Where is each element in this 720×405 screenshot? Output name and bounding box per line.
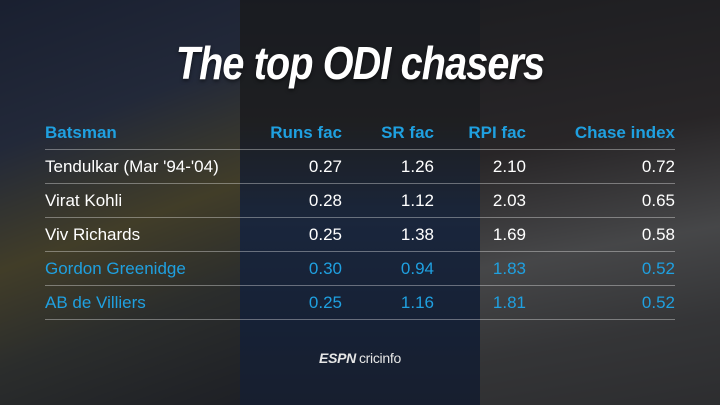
cell-batsman: AB de Villiers <box>45 285 260 320</box>
cell-batsman: Viv Richards <box>45 217 260 252</box>
cell-sr-fac: 1.26 <box>342 149 434 184</box>
page-title: The top ODI chasers <box>175 37 545 89</box>
cell-batsman: Virat Kohli <box>45 183 260 218</box>
header-sr-fac: SR fac <box>342 116 434 150</box>
logo-brand: ESPN <box>319 350 356 366</box>
cell-chase-index: 0.52 <box>526 285 675 320</box>
espncricinfo-logo: ESPN cricinfo <box>0 350 720 366</box>
header-runs-fac: Runs fac <box>260 116 342 150</box>
cell-rpi-fac: 2.03 <box>434 183 526 218</box>
chasers-table: Batsman Runs fac SR fac RPI fac Chase in… <box>45 116 675 320</box>
cell-chase-index: 0.72 <box>526 149 675 184</box>
header-batsman: Batsman <box>45 116 260 150</box>
table-row: Tendulkar (Mar '94-'04) 0.27 1.26 2.10 0… <box>45 149 675 184</box>
cell-batsman: Tendulkar (Mar '94-'04) <box>45 149 260 184</box>
cell-runs-fac: 0.25 <box>260 217 342 252</box>
table-row: Viv Richards 0.25 1.38 1.69 0.58 <box>45 217 675 252</box>
table-header-row: Batsman Runs fac SR fac RPI fac Chase in… <box>45 116 675 150</box>
table-row: Gordon Greenidge 0.30 0.94 1.83 0.52 <box>45 251 675 286</box>
cell-sr-fac: 1.12 <box>342 183 434 218</box>
cell-runs-fac: 0.28 <box>260 183 342 218</box>
cell-chase-index: 0.65 <box>526 183 675 218</box>
table-row: Virat Kohli 0.28 1.12 2.03 0.65 <box>45 183 675 218</box>
cell-sr-fac: 1.16 <box>342 285 434 320</box>
cell-runs-fac: 0.25 <box>260 285 342 320</box>
cell-runs-fac: 0.27 <box>260 149 342 184</box>
cell-rpi-fac: 1.81 <box>434 285 526 320</box>
cell-sr-fac: 0.94 <box>342 251 434 286</box>
cell-rpi-fac: 2.10 <box>434 149 526 184</box>
logo-product: cricinfo <box>358 350 401 366</box>
cell-batsman: Gordon Greenidge <box>45 251 260 286</box>
cell-sr-fac: 1.38 <box>342 217 434 252</box>
cell-chase-index: 0.58 <box>526 217 675 252</box>
cell-rpi-fac: 1.69 <box>434 217 526 252</box>
cell-runs-fac: 0.30 <box>260 251 342 286</box>
cell-rpi-fac: 1.83 <box>434 251 526 286</box>
table-row: AB de Villiers 0.25 1.16 1.81 0.52 <box>45 285 675 320</box>
header-rpi-fac: RPI fac <box>434 116 526 150</box>
cell-chase-index: 0.52 <box>526 251 675 286</box>
header-chase-index: Chase index <box>526 116 675 150</box>
